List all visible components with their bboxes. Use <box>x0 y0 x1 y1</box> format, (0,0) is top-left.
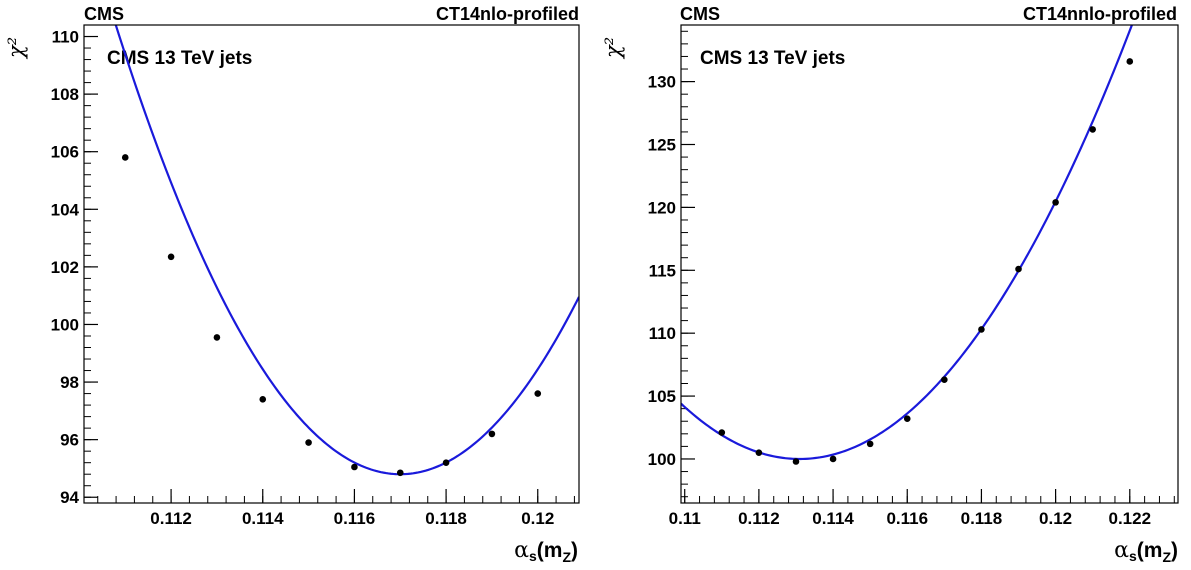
data-point <box>755 449 763 456</box>
data-point <box>259 396 267 403</box>
data-point <box>488 430 496 438</box>
x-tick-label: 0.12 <box>521 509 554 528</box>
y-tick-label: 110 <box>649 324 676 343</box>
data-point <box>442 459 450 466</box>
x-tick-label: 0.114 <box>242 509 284 528</box>
plot-area-left <box>114 25 579 477</box>
x-axis-title-right: αs(mZ) <box>1114 538 1178 565</box>
data-point <box>1126 58 1134 65</box>
data-point <box>213 334 221 341</box>
annotation-left: CMS 13 TeV jets <box>107 48 252 69</box>
data-point <box>1052 199 1059 206</box>
x-tick-label: 0.122 <box>1109 509 1152 528</box>
data-point <box>866 440 874 448</box>
y-tick-label: 102 <box>51 258 79 277</box>
data-point <box>792 458 800 465</box>
frame-left <box>83 24 580 504</box>
data-point <box>534 390 542 397</box>
x-tick-label: 0.116 <box>334 509 376 528</box>
data-point <box>978 326 985 333</box>
fit-curve-left <box>114 25 579 476</box>
y-tick-label: 96 <box>60 431 79 450</box>
annotation-right: CMS 13 TeV jets <box>700 48 845 69</box>
data-point <box>1015 265 1022 273</box>
y-tick-label: 115 <box>649 261 676 280</box>
y-axis-title-left-text: χ² <box>4 37 28 60</box>
y-tick-label: 105 <box>648 387 676 406</box>
y-tick-label: 108 <box>51 85 79 104</box>
x-tick-label: 0.118 <box>425 509 467 528</box>
ticks-right: 0.11 0.112 0.114 0.116 0.118 0.12 0.122 100 105 1… <box>648 30 1175 528</box>
experiment-label-right: CMS <box>680 4 720 24</box>
y-tick-label: 104 <box>51 200 80 219</box>
pdf-set-label-right: CT14nnlo-profiled <box>1023 4 1177 24</box>
x-tick-label: 0.114 <box>812 509 854 528</box>
y-axis-title-right: χ² <box>601 37 625 60</box>
plot-area-right <box>681 25 1134 465</box>
data-point <box>305 439 312 446</box>
y-tick-label: 110 <box>52 28 79 47</box>
y-tick-label: 100 <box>648 450 676 469</box>
x-axis-title-right-text: αs(mZ) <box>1114 538 1178 565</box>
y-axis-title-right-text: χ² <box>601 37 625 60</box>
data-point <box>121 154 129 161</box>
ticks-left: 0.112 0.114 0.116 0.118 0.12 94 96 98 100 102 104 1… <box>51 24 575 528</box>
y-tick-label: 125 <box>648 136 676 155</box>
data-point <box>351 463 358 471</box>
data-point <box>1089 126 1096 133</box>
x-tick-label: 0.12 <box>1039 509 1072 528</box>
pdf-set-label-left: CT14nlo-profiled <box>436 4 579 24</box>
x-tick-label: 0.11 <box>669 509 701 528</box>
data-point <box>941 376 948 384</box>
data-point <box>829 455 837 463</box>
data-point <box>396 469 404 477</box>
y-tick-label: 100 <box>51 315 79 334</box>
x-tick-label: 0.118 <box>961 509 1003 528</box>
frame-right <box>680 24 1179 504</box>
y-tick-label: 130 <box>648 73 676 92</box>
y-axis-title-left: χ² <box>4 37 28 60</box>
experiment-label-left: CMS <box>84 4 124 24</box>
x-tick-label: 0.112 <box>738 509 780 528</box>
y-tick-label: 98 <box>60 373 79 392</box>
fit-curve-right <box>681 25 1134 461</box>
x-tick-label: 0.116 <box>886 509 928 528</box>
y-tick-label: 120 <box>648 198 676 217</box>
x-axis-title-left-text: αs(mZ) <box>514 538 578 565</box>
x-tick-label: 0.112 <box>150 509 192 528</box>
y-tick-label: 106 <box>51 143 79 162</box>
data-point <box>903 415 911 423</box>
y-tick-label: 94 <box>60 488 79 507</box>
data-point <box>167 253 175 261</box>
data-point <box>718 429 726 436</box>
chart-right: CMS CT14nnlo-profiled CMS 13 TeV jets χ²… <box>601 4 1179 565</box>
chart-left: CMS CT14nlo-profiled CMS 13 TeV jets χ² … <box>4 4 580 565</box>
x-axis-title-left: αs(mZ) <box>514 538 578 565</box>
